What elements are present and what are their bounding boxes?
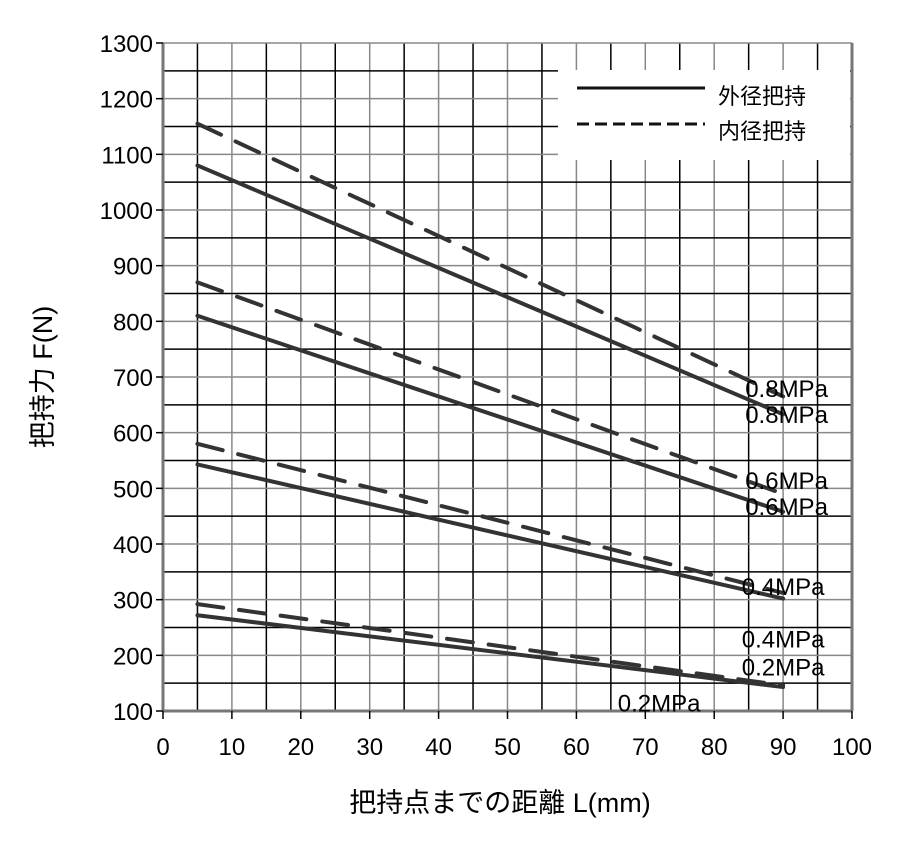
y-tick-label: 800 <box>113 309 153 336</box>
y-axis-label: 把持力 F(N) <box>28 306 58 448</box>
x-tick-label: 50 <box>494 734 521 761</box>
x-tick-label: 100 <box>832 734 872 761</box>
x-tick-label: 80 <box>701 734 728 761</box>
pressure-label: 0.6MPa <box>745 494 828 521</box>
pressure-label: 0.2MPa <box>742 654 825 681</box>
legend: 外径把持 内径把持 <box>558 70 850 160</box>
y-tick-label: 900 <box>113 254 153 281</box>
x-tick-label: 70 <box>632 734 659 761</box>
y-tick-label: 600 <box>113 421 153 448</box>
x-axis-label: 把持点までの距離 L(mm) <box>349 788 650 818</box>
pressure-label: 0.2MPa <box>618 691 701 718</box>
series-line <box>195 613 786 690</box>
series-line <box>195 313 786 514</box>
series-line <box>195 441 786 595</box>
pressure-label: 0.8MPa <box>745 402 828 429</box>
pressure-label: 0.6MPa <box>745 468 828 495</box>
x-tick-label: 10 <box>219 734 246 761</box>
y-tick-label: 1200 <box>100 87 153 114</box>
series-line <box>195 462 786 601</box>
series-line <box>195 280 786 496</box>
pressure-label: 0.8MPa <box>745 376 828 403</box>
y-tick-label: 200 <box>113 643 153 670</box>
y-tick-label: 300 <box>113 588 153 615</box>
y-tick-label: 700 <box>113 365 153 392</box>
legend-label-solid: 外径把持 <box>718 84 806 109</box>
y-tick-label: 400 <box>113 532 153 559</box>
series-line <box>195 602 786 688</box>
y-tick-label: 1300 <box>100 31 153 58</box>
x-tick-label: 40 <box>425 734 452 761</box>
series <box>195 121 786 690</box>
y-tick-label: 500 <box>113 476 153 503</box>
y-tick-label: 100 <box>113 699 153 726</box>
y-tick-label: 1100 <box>101 142 153 169</box>
axes: 0 10 20 30 40 50 60 70 80 90 100 100 200 300 400 500 600… <box>100 31 872 761</box>
x-tick-label: 0 <box>156 734 169 761</box>
series-line <box>195 163 786 417</box>
legend-box <box>558 70 850 160</box>
x-tick-label: 90 <box>770 734 797 761</box>
x-tick-label: 60 <box>563 734 590 761</box>
pressure-label: 0.4MPa <box>742 627 825 654</box>
annotations: 0.8MPa0.8MPa0.6MPa0.6MPa0.4MPa0.4MPa0.2M… <box>618 376 829 718</box>
x-tick-label: 30 <box>356 734 383 761</box>
x-tick-label: 20 <box>287 734 314 761</box>
legend-label-dashed: 内径把持 <box>718 119 806 144</box>
series-line <box>195 121 786 399</box>
y-tick-label: 1000 <box>100 198 153 225</box>
pressure-label: 0.4MPa <box>742 574 825 601</box>
